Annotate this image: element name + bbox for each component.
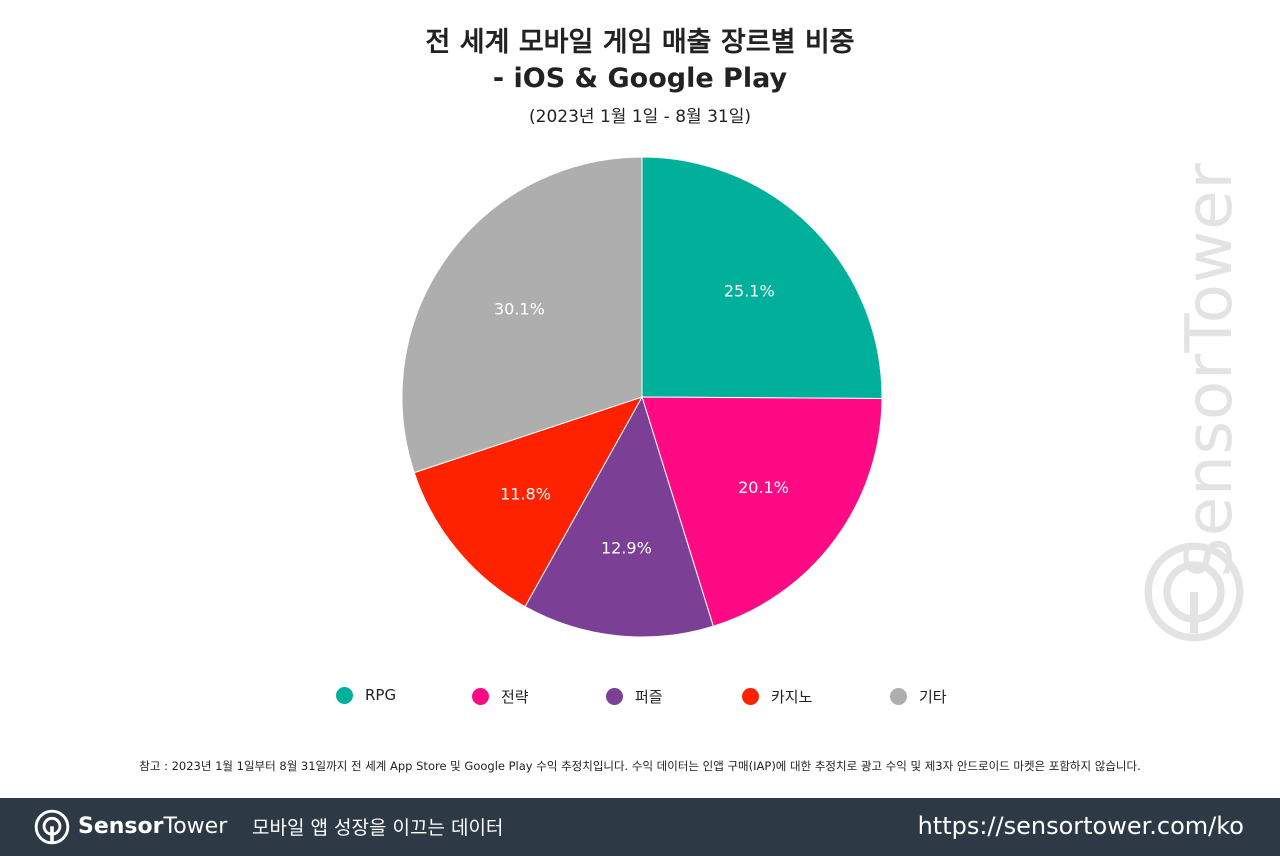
legend-label: 퍼즐 xyxy=(635,688,663,706)
legend-swatch xyxy=(742,688,759,705)
chart-subtitle: (2023년 1월 1일 - 8월 31일) xyxy=(529,107,751,127)
legend-swatch xyxy=(472,688,489,705)
sensor-tower-logo-icon xyxy=(34,809,70,845)
pie-slice-label-4: 30.1% xyxy=(494,300,545,319)
pie-slice-label-3: 11.8% xyxy=(500,484,551,503)
footer-bar: SensorTower 모바일 앱 성장을 이끄는 데이터 https://se… xyxy=(0,798,1280,856)
pie-chart: 25.1% 20.1% 12.9% 11.8% 30.1% xyxy=(401,156,883,638)
legend-label: 기타 xyxy=(919,688,947,706)
legend-item-4: 기타 xyxy=(890,686,947,707)
pie-slice-label-1: 20.1% xyxy=(738,478,789,497)
pie-slice-label-0: 25.1% xyxy=(724,281,775,300)
legend-item-3: 카지노 xyxy=(742,686,812,707)
footnote: 참고 : 2023년 1월 1일부터 8월 31일까지 전 세계 App Sto… xyxy=(139,759,1141,773)
chart-legend: RPG 전략 퍼즐 카지노 기타 xyxy=(0,686,1280,712)
legend-label: RPG xyxy=(365,686,397,704)
legend-swatch xyxy=(606,688,623,705)
chart-title-line1: 전 세계 모바일 게임 매출 장르별 비중 xyxy=(425,27,855,58)
footer-brand: SensorTower xyxy=(78,812,227,842)
pie-slice-2 xyxy=(524,395,714,638)
chart-title-line2: - iOS & Google Play xyxy=(492,63,788,94)
footer-url-link[interactable]: https://sensortower.com/ko xyxy=(917,812,1244,840)
legend-swatch xyxy=(890,688,907,705)
legend-item-0: RPG xyxy=(336,686,396,704)
pie-slice-label-2: 12.9% xyxy=(601,538,652,557)
watermark-logo-icon xyxy=(1144,542,1244,642)
legend-item-2: 퍼즐 xyxy=(606,686,663,707)
pie-slice-4 xyxy=(401,156,643,474)
pie-slice-3 xyxy=(413,396,644,608)
legend-swatch xyxy=(336,686,353,704)
pie-slice-1 xyxy=(641,396,883,627)
legend-label: 카지노 xyxy=(771,688,813,706)
footer-tagline: 모바일 앱 성장을 이끄는 데이터 xyxy=(252,817,504,839)
legend-item-1: 전략 xyxy=(472,686,529,707)
pie-slice-0 xyxy=(641,156,883,400)
footer-brand-regular: Tower xyxy=(163,814,228,839)
footer-brand-bold: Sensor xyxy=(78,814,164,839)
legend-label: 전략 xyxy=(501,688,529,706)
